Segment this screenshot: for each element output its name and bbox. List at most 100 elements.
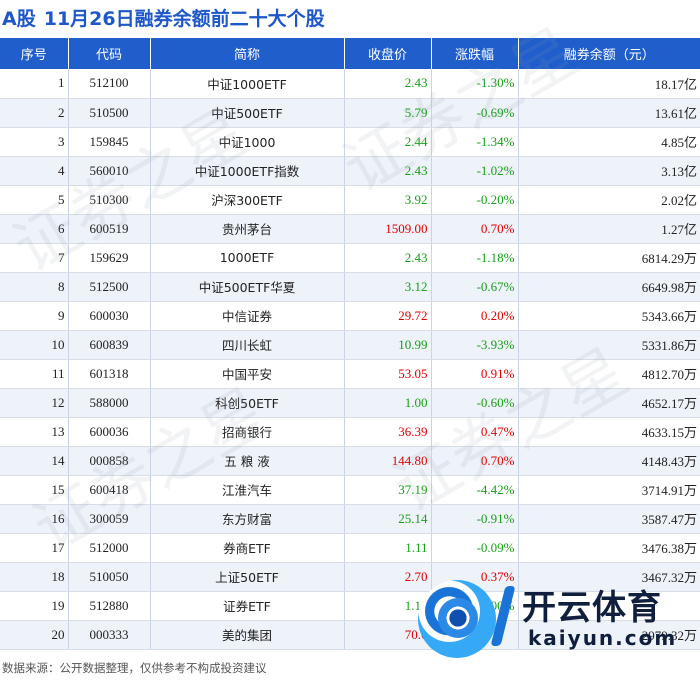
row-index: 7 [0,243,69,273]
row-index: 16 [0,504,69,534]
title-text: 11月26日融券余额前二十大个股 [43,8,325,30]
stock-name: 中信证券 [150,301,345,331]
price-change: 0.20% [431,301,519,331]
table-row[interactable]: 8 512500 中证500ETF华夏 3.12 -0.67% 6649.98万 [0,272,700,302]
close-price: 29.72 [344,301,432,331]
price-change: -1.02% [431,156,519,186]
close-price: 37.19 [344,475,432,505]
price-change: -1.34% [431,127,519,157]
stock-name: 中证1000 [150,127,345,157]
table-body: 1 512100 中证1000ETF 2.43 -1.30% 18.17亿 2 510500 中… [0,69,700,650]
table-row[interactable]: 2 510500 中证500ETF 5.79 -0.69% 13.61亿 [0,98,700,128]
short-balance: 5331.86万 [518,330,700,360]
row-index: 11 [0,359,69,389]
short-balance: 4812.70万 [518,359,700,389]
col-header-price[interactable]: 收盘价 [344,38,432,69]
close-price: 36.39 [344,417,432,447]
table-row[interactable]: 10 600839 四川长虹 10.99 -3.93% 5331.86万 [0,330,700,360]
short-balance: 6649.98万 [518,272,700,302]
close-price: 2.70 [344,562,432,592]
stock-code: 300059 [68,504,151,534]
short-balance: 3467.32万 [518,562,700,592]
short-balance: 5343.66万 [518,301,700,331]
close-price: 3.92 [344,185,432,215]
stock-code: 159629 [68,243,151,273]
short-balance: 4652.17万 [518,388,700,418]
price-change: -0.69% [431,98,519,128]
row-index: 18 [0,562,69,592]
price-change: -4.42% [431,475,519,505]
short-balance: 1.27亿 [518,214,700,244]
stock-code: 600036 [68,417,151,447]
title-prefix: A股 [2,8,36,30]
stock-name: 五 粮 液 [150,446,345,476]
row-index: 5 [0,185,69,215]
short-balance: 18.17亿 [518,69,700,99]
row-index: 2 [0,98,69,128]
row-index: 17 [0,533,69,563]
stock-code: 600839 [68,330,151,360]
stock-code: 512500 [68,272,151,302]
col-header-index[interactable]: 序号 [0,38,69,69]
soccer-ball-icon [438,598,478,638]
price-change: 0.70% [431,214,519,244]
price-change: -1.18% [431,243,519,273]
stock-code: 600030 [68,301,151,331]
price-change: -0.09% [431,533,519,563]
col-header-name[interactable]: 简称 [150,38,345,69]
close-price: 53.05 [344,359,432,389]
table-row[interactable]: 20 000333 美的集团 70.6 2979.32万 [0,620,700,650]
col-header-code[interactable]: 代码 [68,38,151,69]
stock-code: 512000 [68,533,151,563]
table-row[interactable]: 15 600418 江淮汽车 37.19 -4.42% 3714.91万 [0,475,700,505]
table-row[interactable]: 11 601318 中国平安 53.05 0.91% 4812.70万 [0,359,700,389]
stock-name: 中国平安 [150,359,345,389]
table-row[interactable]: 9 600030 中信证券 29.72 0.20% 5343.66万 [0,301,700,331]
short-balance [518,591,700,621]
stock-code: 601318 [68,359,151,389]
table-row[interactable]: 5 510300 沪深300ETF 3.92 -0.20% 2.02亿 [0,185,700,215]
stock-code: 510500 [68,98,151,128]
table-row[interactable]: 1 512100 中证1000ETF 2.43 -1.30% 18.17亿 [0,69,700,99]
col-header-change[interactable]: 涨跌幅 [431,38,519,69]
row-index: 8 [0,272,69,302]
row-index: 9 [0,301,69,331]
table-row[interactable]: 4 560010 中证1000ETF指数 2.43 -1.02% 3.13亿 [0,156,700,186]
brand-logo: 开云体育 kaiyun.com [412,574,700,666]
row-index: 1 [0,69,69,99]
logo-domain-text: kaiyun.com [528,626,678,650]
price-change: -0.20% [431,185,519,215]
stock-name: 科创50ETF [150,388,345,418]
margin-balance-table: 序号 代码 简称 收盘价 涨跌幅 融券余额（元） 1 512100 中证1000ET… [0,38,700,650]
stock-code: 600519 [68,214,151,244]
table-row[interactable]: 6 600519 贵州茅台 1509.00 0.70% 1.27亿 [0,214,700,244]
stock-code: 000858 [68,446,151,476]
page-title: A股 11月26日融券余额前二十大个股 [0,0,700,34]
close-price: 2.43 [344,243,432,273]
table-row[interactable]: 3 159845 中证1000 2.44 -1.34% 4.85亿 [0,127,700,157]
stock-name: 贵州茅台 [150,214,345,244]
stock-code: 159845 [68,127,151,157]
close-price: 1509.00 [344,214,432,244]
price-change: 0.91% [431,359,519,389]
row-index: 19 [0,591,69,621]
price-change: 0.47% [431,417,519,447]
table-row[interactable]: 7 159629 1000ETF 2.43 -1.18% 6814.29万 [0,243,700,273]
stock-code: 512100 [68,69,151,99]
table-row[interactable]: 13 600036 招商银行 36.39 0.47% 4633.15万 [0,417,700,447]
short-balance: 3587.47万 [518,504,700,534]
stock-name: 江淮汽车 [150,475,345,505]
short-balance: 3476.38万 [518,533,700,563]
table-row[interactable]: 12 588000 科创50ETF 1.00 -0.60% 4652.17万 [0,388,700,418]
col-header-balance[interactable]: 融券余额（元） [518,38,700,69]
stock-name: 美的集团 [150,620,345,650]
close-price: 3.12 [344,272,432,302]
table-header-row: 序号 代码 简称 收盘价 涨跌幅 融券余额（元） [0,38,700,69]
table-row[interactable]: 16 300059 东方财富 25.14 -0.91% 3587.47万 [0,504,700,534]
stock-name: 证券ETF [150,591,345,621]
table-row[interactable]: 14 000858 五 粮 液 144.80 0.70% 4148.43万 [0,446,700,476]
stock-name: 券商ETF [150,533,345,563]
close-price: 2.43 [344,156,432,186]
stock-code: 588000 [68,388,151,418]
table-row[interactable]: 17 512000 券商ETF 1.11 -0.09% 3476.38万 [0,533,700,563]
